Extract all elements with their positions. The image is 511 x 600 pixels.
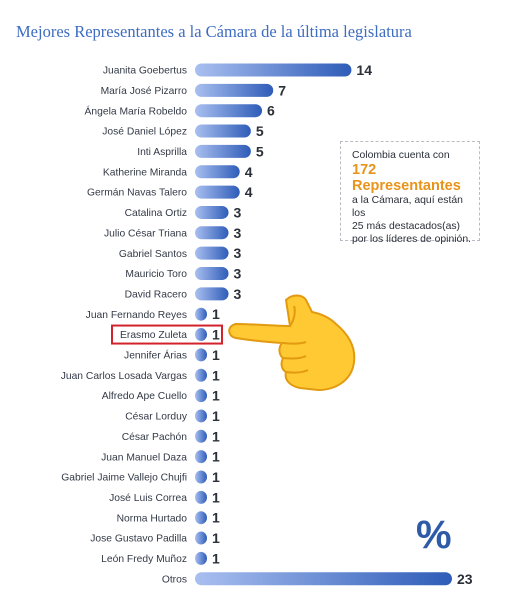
value-label: 4 [245,184,253,200]
info-note-box: Colombia cuenta con 172 Representantes a… [340,141,480,245]
value-label: 1 [212,327,220,343]
note-highlight-word: Representantes [352,178,461,194]
value-label: 6 [267,103,275,119]
bar [195,246,229,260]
category-label: Juanita Goebertus [103,66,187,77]
bar [195,490,207,504]
category-label: Juan Carlos Losada Vargas [61,371,187,382]
bar [195,572,452,586]
value-label: 4 [245,164,253,180]
value-label: 3 [234,286,242,302]
category-label: Erasmo Zuleta [120,330,187,341]
value-label: 3 [234,266,242,282]
value-label: 1 [212,367,220,383]
bar [195,551,207,565]
bar [195,368,207,382]
value-label: 3 [234,225,242,241]
category-label: Inti Asprilla [137,147,187,158]
category-label: Jose Gustavo Padilla [90,534,187,545]
value-label: 5 [256,123,264,139]
value-label: 1 [212,388,220,404]
bar [195,307,207,321]
category-label: Ángela María Robeldo [85,104,188,117]
category-label: Gabriel Jaime Vallejo Chujfi [61,473,187,484]
bar [195,226,229,240]
category-label: Gabriel Santos [119,249,187,260]
note-line-3: 25 más destacados(as) [352,221,461,232]
category-label: Mauricio Toro [125,269,187,280]
category-label: Norma Hurtado [117,513,188,524]
bar [195,409,207,423]
bar [195,267,229,280]
category-label: José Daniel López [102,127,187,138]
note-line-2: a la Cámara, aquí están los [352,195,463,219]
value-label: 1 [212,306,220,322]
value-label: 7 [278,82,286,98]
value-label: 1 [212,428,220,444]
value-label: 1 [212,347,220,363]
value-label: 1 [212,408,220,424]
category-label: María José Pizarro [101,86,188,97]
bar [195,185,240,199]
category-label: David Racero [125,289,188,300]
category-label: León Fredy Muñoz [101,554,187,565]
note-line-1: Colombia cuenta con [352,150,450,161]
value-label: 3 [234,245,242,261]
value-label: 1 [212,550,220,566]
value-label: 1 [212,449,220,465]
bar [195,450,207,464]
category-label: Juan Manuel Daza [101,452,187,463]
bar [195,531,207,545]
note-highlight-number: 172 [352,162,377,178]
note-line-4: por los líderes de opinión. [352,234,471,245]
value-label: 14 [356,62,372,78]
category-label: Otros [162,574,187,585]
value-label: 1 [212,469,220,485]
value-label: 23 [457,571,473,587]
value-label: 5 [256,143,264,159]
bar [195,83,274,97]
bar [195,165,240,179]
value-label: 1 [212,489,220,505]
highlight-frame [111,324,223,345]
category-label: César Lorduy [125,412,188,423]
category-label: Julio César Triana [104,228,187,239]
bar [195,104,263,118]
chart-title: Mejores Representantes a la Cámara de la… [16,22,412,41]
bar [195,511,207,525]
category-label: José Luis Correa [109,493,187,504]
category-label: Catalina Ortiz [125,208,187,219]
bar [195,63,352,77]
bar [195,348,207,362]
bar [195,429,207,443]
bar [195,389,207,403]
bar [195,328,207,342]
bar [195,144,251,158]
bar [195,124,251,138]
value-label: 1 [212,530,220,546]
category-label: Germán Navas Talero [87,188,187,199]
percent-symbol: % [416,513,452,557]
category-label: César Pachón [122,432,188,443]
category-label: Alfredo Ape Cuello [102,391,188,402]
pointing-left-hand-icon [228,294,356,392]
category-label: Juan Fernando Reyes [86,310,187,321]
category-label: Jennifer Árias [124,349,187,362]
bar [195,470,207,484]
category-label: Katherine Miranda [103,167,187,178]
bar [195,287,229,301]
bar [195,205,229,219]
value-label: 3 [234,204,242,220]
value-label: 1 [212,510,220,526]
